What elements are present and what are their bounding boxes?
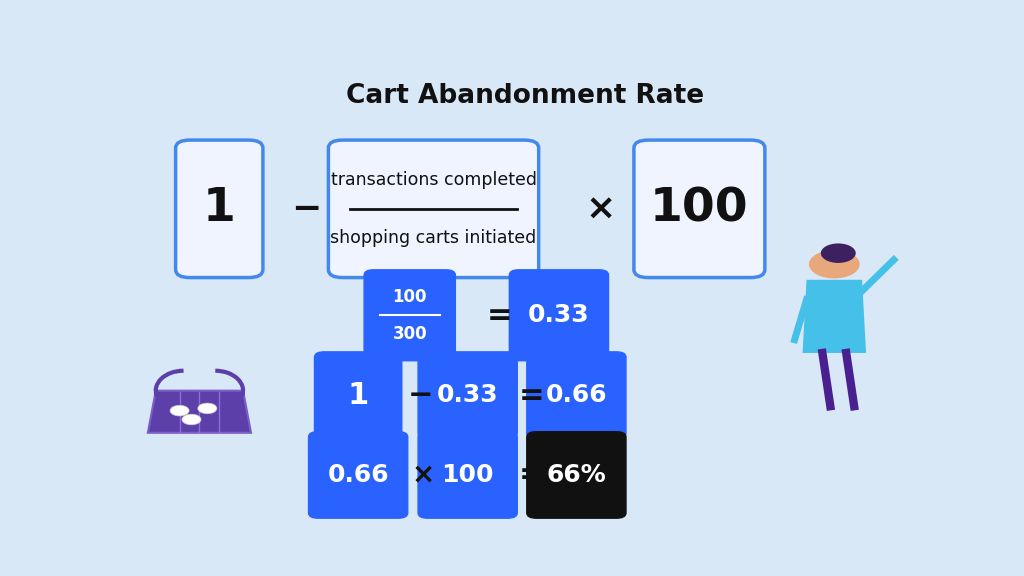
Text: 1: 1	[203, 186, 236, 232]
Circle shape	[170, 406, 189, 416]
Text: shopping carts initiated: shopping carts initiated	[331, 229, 537, 247]
Text: transactions completed: transactions completed	[331, 171, 537, 189]
Text: 1: 1	[347, 381, 369, 410]
FancyBboxPatch shape	[329, 140, 539, 278]
Polygon shape	[803, 280, 866, 353]
Circle shape	[198, 403, 217, 414]
Text: ×: ×	[585, 192, 615, 226]
FancyBboxPatch shape	[526, 431, 626, 518]
FancyBboxPatch shape	[314, 352, 401, 438]
FancyBboxPatch shape	[308, 431, 408, 518]
FancyBboxPatch shape	[634, 140, 765, 278]
Text: 0.33: 0.33	[528, 304, 590, 327]
Text: ×: ×	[412, 461, 435, 489]
Text: 100: 100	[650, 186, 749, 232]
Text: 0.66: 0.66	[546, 383, 607, 407]
Text: 100: 100	[392, 287, 427, 306]
FancyBboxPatch shape	[418, 431, 517, 518]
Text: =: =	[518, 460, 544, 490]
Circle shape	[821, 244, 856, 263]
Text: Cart Abandonment Rate: Cart Abandonment Rate	[346, 83, 703, 109]
Circle shape	[182, 414, 201, 425]
FancyBboxPatch shape	[365, 270, 456, 361]
Text: 0.33: 0.33	[437, 383, 499, 407]
Text: =: =	[486, 301, 512, 330]
FancyBboxPatch shape	[509, 270, 608, 361]
Circle shape	[809, 250, 860, 278]
Polygon shape	[147, 391, 251, 433]
Text: =: =	[518, 381, 544, 410]
FancyBboxPatch shape	[176, 140, 263, 278]
Text: 100: 100	[441, 463, 494, 487]
FancyBboxPatch shape	[418, 352, 517, 438]
Text: −: −	[292, 192, 322, 226]
FancyBboxPatch shape	[526, 352, 626, 438]
Text: 66%: 66%	[547, 463, 606, 487]
Text: −: −	[408, 381, 433, 410]
Text: 0.66: 0.66	[328, 463, 389, 487]
Text: 300: 300	[392, 325, 427, 343]
